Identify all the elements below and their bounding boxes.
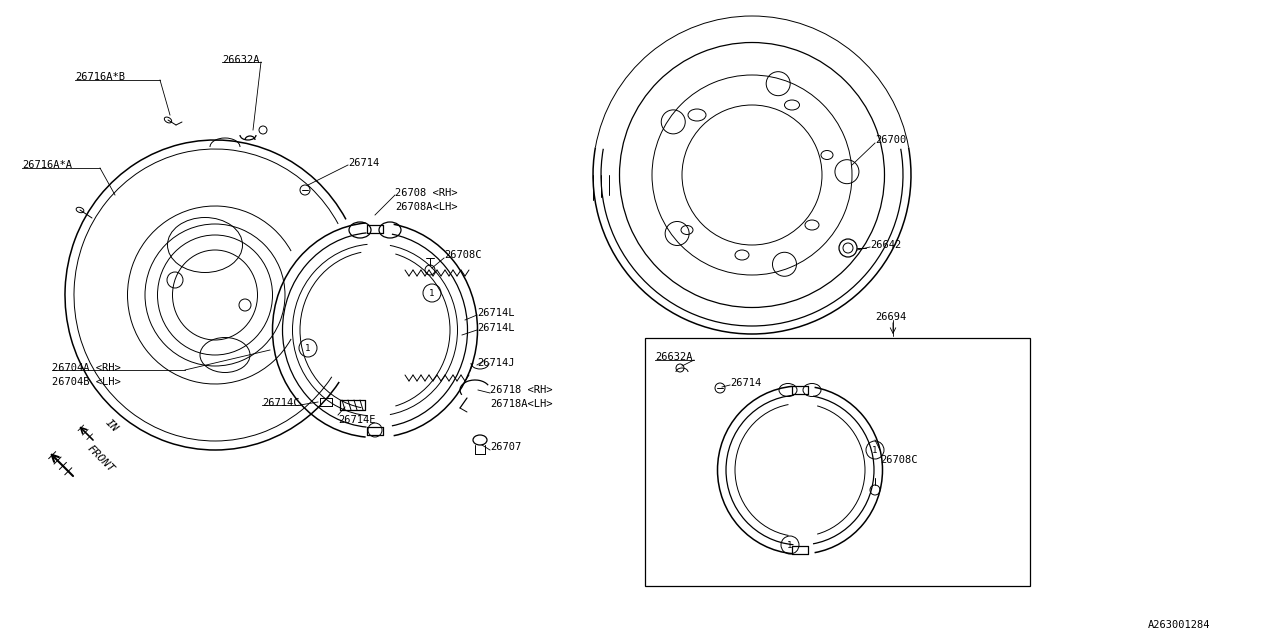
Text: 26714C: 26714C xyxy=(262,398,300,408)
Text: 26714: 26714 xyxy=(348,158,379,168)
Text: 26716A*B: 26716A*B xyxy=(76,72,125,82)
Text: 26714: 26714 xyxy=(730,378,762,388)
Text: 26632A: 26632A xyxy=(221,55,260,65)
Text: 1: 1 xyxy=(306,344,311,353)
Text: 26708A<LH>: 26708A<LH> xyxy=(396,202,457,212)
Text: 26718A<LH>: 26718A<LH> xyxy=(490,399,553,409)
Text: 26708C: 26708C xyxy=(881,455,918,465)
Text: FRONT: FRONT xyxy=(84,443,116,474)
Text: 26708C: 26708C xyxy=(444,250,481,260)
Text: IN: IN xyxy=(102,417,119,434)
Text: 1: 1 xyxy=(787,541,792,550)
Text: 26707: 26707 xyxy=(490,442,521,452)
Text: 26704A <RH>: 26704A <RH> xyxy=(52,363,120,373)
Text: 26714L: 26714L xyxy=(477,308,515,318)
Text: 26700: 26700 xyxy=(876,135,906,145)
Text: 1: 1 xyxy=(429,289,435,298)
Text: 26714E: 26714E xyxy=(338,415,375,425)
Text: 26718 <RH>: 26718 <RH> xyxy=(490,385,553,395)
Text: 1: 1 xyxy=(872,445,878,454)
Bar xyxy=(645,338,1030,586)
Text: 26704B <LH>: 26704B <LH> xyxy=(52,377,120,387)
Text: 26694: 26694 xyxy=(876,312,906,322)
Text: 26632A: 26632A xyxy=(655,352,692,362)
Text: A263001284: A263001284 xyxy=(1148,620,1211,630)
Text: 26642: 26642 xyxy=(870,240,901,250)
Text: 26714L: 26714L xyxy=(477,323,515,333)
Text: 26714J: 26714J xyxy=(477,358,515,368)
Text: 26708 <RH>: 26708 <RH> xyxy=(396,188,457,198)
Text: 26716A*A: 26716A*A xyxy=(22,160,72,170)
